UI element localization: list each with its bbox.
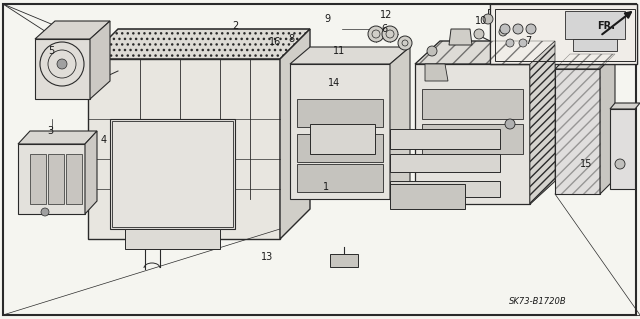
Circle shape	[57, 59, 67, 69]
Polygon shape	[390, 184, 465, 209]
Polygon shape	[555, 69, 600, 194]
Text: 14: 14	[328, 78, 340, 88]
Bar	[48, 154, 64, 204]
Text: SK73-B1720B: SK73-B1720B	[509, 297, 566, 306]
Polygon shape	[422, 89, 523, 119]
Polygon shape	[280, 29, 310, 239]
Circle shape	[513, 24, 523, 34]
Text: 12: 12	[380, 10, 392, 20]
Polygon shape	[565, 11, 625, 39]
Polygon shape	[425, 64, 448, 81]
Text: 15: 15	[580, 159, 593, 169]
Text: 11: 11	[333, 46, 346, 56]
Circle shape	[500, 24, 510, 34]
Polygon shape	[88, 29, 310, 59]
Text: 10: 10	[475, 16, 488, 26]
Circle shape	[474, 29, 484, 39]
Polygon shape	[610, 103, 640, 109]
Bar	[66, 154, 82, 204]
Polygon shape	[449, 29, 472, 45]
Text: 4: 4	[100, 135, 107, 145]
Text: 2: 2	[232, 20, 239, 31]
Text: 6: 6	[381, 24, 387, 34]
Circle shape	[427, 46, 437, 56]
Polygon shape	[490, 4, 637, 64]
Polygon shape	[85, 131, 97, 214]
Polygon shape	[297, 134, 383, 162]
Polygon shape	[390, 47, 410, 199]
Circle shape	[519, 39, 527, 47]
Circle shape	[526, 24, 536, 34]
Polygon shape	[390, 181, 500, 197]
Circle shape	[506, 39, 514, 47]
Polygon shape	[125, 229, 220, 249]
Circle shape	[499, 28, 507, 36]
Text: 1: 1	[323, 182, 330, 192]
Polygon shape	[573, 39, 617, 51]
Polygon shape	[35, 39, 90, 99]
Text: 5: 5	[48, 46, 54, 56]
Polygon shape	[422, 124, 523, 154]
Polygon shape	[290, 64, 390, 199]
Text: 13: 13	[260, 252, 273, 262]
Polygon shape	[530, 41, 555, 204]
Text: FR.: FR.	[597, 21, 615, 31]
Polygon shape	[390, 154, 500, 172]
Bar	[30, 154, 46, 204]
Circle shape	[41, 208, 49, 216]
Polygon shape	[297, 164, 383, 192]
Polygon shape	[88, 59, 280, 239]
Polygon shape	[610, 109, 635, 189]
Polygon shape	[530, 41, 555, 204]
Text: 3: 3	[47, 126, 53, 136]
Polygon shape	[35, 21, 110, 39]
Polygon shape	[18, 131, 97, 144]
Polygon shape	[18, 144, 85, 214]
Circle shape	[382, 26, 398, 42]
Circle shape	[368, 26, 384, 42]
Circle shape	[483, 14, 493, 24]
Text: 16: 16	[269, 37, 282, 47]
Circle shape	[505, 119, 515, 129]
Polygon shape	[310, 124, 375, 154]
Polygon shape	[555, 54, 615, 69]
Polygon shape	[415, 64, 530, 204]
Polygon shape	[297, 99, 383, 127]
Bar	[112, 121, 233, 227]
Polygon shape	[490, 4, 637, 64]
Polygon shape	[290, 47, 410, 64]
Text: 7: 7	[525, 36, 532, 47]
Circle shape	[398, 36, 412, 50]
Polygon shape	[390, 129, 500, 149]
Circle shape	[615, 159, 625, 169]
Text: 8: 8	[288, 34, 294, 44]
Polygon shape	[415, 41, 555, 64]
Polygon shape	[90, 21, 110, 99]
Polygon shape	[110, 119, 235, 229]
Polygon shape	[330, 254, 358, 267]
Polygon shape	[600, 54, 615, 194]
Text: 9: 9	[324, 14, 331, 24]
